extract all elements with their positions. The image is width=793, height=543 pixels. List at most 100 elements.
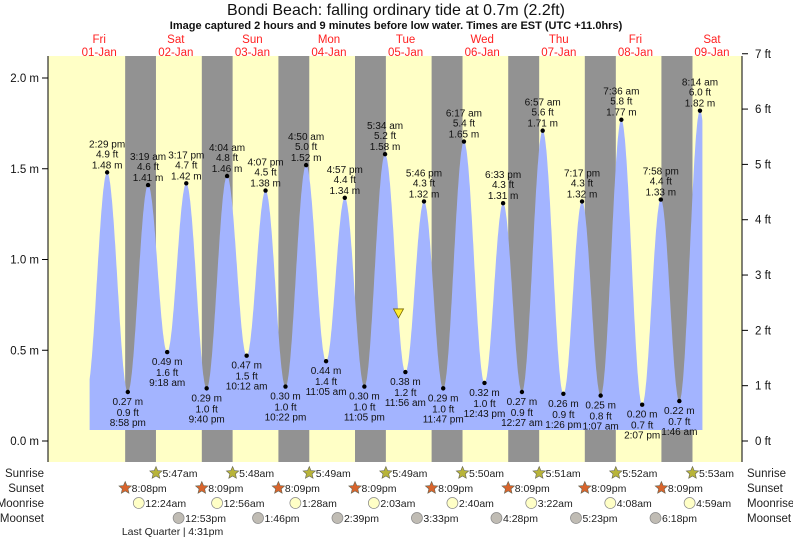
tide-m-label: 1.38 m bbox=[250, 179, 281, 190]
sunset-star-icon bbox=[348, 480, 362, 494]
low-tide-point bbox=[362, 384, 367, 389]
tide-time-label: 12:43 pm bbox=[464, 409, 506, 420]
tide-m-label: 0.38 m bbox=[390, 377, 421, 388]
right-tick-label: 0 ft bbox=[755, 436, 772, 448]
tide-ft-label: 0.7 ft bbox=[668, 417, 690, 428]
sunrise-star-icon bbox=[225, 465, 240, 479]
sunrise-time: 5:49am bbox=[316, 468, 351, 480]
tide-ft-label: 4.3 ft bbox=[413, 178, 435, 189]
tide-ft-label: 0.9 ft bbox=[552, 410, 574, 421]
low-tide-point bbox=[598, 393, 603, 398]
low-tide-point bbox=[561, 391, 566, 397]
moonset-row-label: Moonset bbox=[0, 513, 45, 525]
tide-time-label: 8:58 pm bbox=[110, 418, 146, 429]
high-tide-point bbox=[382, 152, 388, 157]
tide-time-label: 8:14 am bbox=[682, 78, 718, 89]
day-name-label: Fri bbox=[629, 34, 642, 46]
left-tick-label: 0.5 m bbox=[10, 345, 39, 357]
moonrise-icon bbox=[367, 497, 380, 509]
moonset-icon bbox=[331, 512, 344, 524]
tide-m-label: 0.27 m bbox=[507, 397, 538, 408]
tide-m-label: 1.33 m bbox=[646, 188, 677, 199]
tide-m-label: 1.58 m bbox=[370, 142, 401, 153]
low-tide-point bbox=[519, 389, 525, 395]
tide-m-label: 0.20 m bbox=[627, 410, 658, 421]
tide-ft-label: 4.3 ft bbox=[492, 180, 514, 191]
day-name-label: Tue bbox=[396, 34, 415, 46]
tide-ft-label: 4.8 ft bbox=[216, 153, 238, 164]
sunset-star-icon bbox=[577, 480, 592, 494]
day-labels: Fri01-JanSat02-JanSun03-JanMon04-JanTue0… bbox=[82, 34, 730, 59]
moonset-time: 4:28pm bbox=[503, 513, 538, 525]
moonrise-icon bbox=[525, 497, 538, 509]
low-tide-point bbox=[204, 386, 209, 391]
high-tide-point bbox=[224, 173, 230, 179]
sunrise-star-icon bbox=[685, 465, 700, 479]
sunset-time: 8:09pm bbox=[438, 483, 473, 495]
moonset-icon bbox=[172, 512, 185, 524]
tide-time-label: 6:57 am bbox=[525, 98, 561, 109]
moonset-time: 12:53pm bbox=[185, 513, 226, 525]
tide-ft-label: 1.4 ft bbox=[315, 377, 337, 388]
tide-m-label: 1.32 m bbox=[567, 189, 598, 200]
moonrise-icon bbox=[132, 497, 145, 509]
moonrise-time: 4:59am bbox=[696, 498, 731, 510]
moonrise-time: 1:28am bbox=[302, 498, 337, 510]
moonrise-row-label-right: Moonrise bbox=[747, 498, 793, 510]
moonrise-time: 12:24am bbox=[145, 498, 186, 510]
tide-ft-label: 1.0 ft bbox=[432, 404, 454, 415]
tide-m-label: 0.47 m bbox=[231, 361, 262, 372]
sunrise-time: 5:52am bbox=[622, 468, 657, 480]
high-tide-point bbox=[697, 108, 703, 113]
right-tick-label: 2 ft bbox=[755, 325, 772, 337]
sunset-time: 8:09pm bbox=[515, 483, 550, 495]
sunrise-time: 5:53am bbox=[699, 468, 734, 480]
sunset-time: 8:08pm bbox=[132, 483, 167, 495]
tide-ft-label: 5.8 ft bbox=[610, 97, 632, 108]
tide-ft-label: 0.8 ft bbox=[590, 412, 612, 423]
tide-time-label: 11:05 am bbox=[306, 387, 347, 398]
tide-ft-label: 4.4 ft bbox=[334, 175, 356, 186]
left-tick-label: 1.5 m bbox=[10, 164, 39, 176]
tide-m-label: 1.82 m bbox=[685, 99, 716, 110]
moonset-icon bbox=[570, 512, 582, 524]
moonrise-icon bbox=[446, 497, 459, 509]
moonrise-time: 12:56am bbox=[224, 498, 265, 510]
moonrise-icon bbox=[604, 497, 617, 509]
chart-title: Bondi Beach: falling ordinary tide at 0.… bbox=[227, 2, 565, 19]
sunset-star-icon bbox=[194, 480, 209, 494]
tide-m-label: 1.71 m bbox=[527, 119, 558, 130]
current-level-marker bbox=[392, 308, 405, 319]
tide-ft-label: 4.4 ft bbox=[650, 177, 672, 188]
tide-m-label: 0.30 m bbox=[270, 392, 301, 403]
sunset-star-icon bbox=[501, 480, 516, 494]
tide-ft-label: 0.9 ft bbox=[117, 408, 139, 419]
sun-moon-rows: Sunrise Sunrise 5:47am 5:48am 5:49am 5:49am 5:… bbox=[0, 465, 793, 538]
day-name-label: Sun bbox=[242, 34, 262, 46]
tide-ft-label: 5.0 ft bbox=[295, 142, 317, 153]
high-tide-point bbox=[184, 181, 189, 186]
right-tick-label: 6 ft bbox=[755, 104, 772, 116]
tide-ft-label: 1.0 ft bbox=[473, 399, 495, 410]
moon-phase-separator: | bbox=[183, 526, 186, 538]
tide-time-label: 7:17 pm bbox=[564, 168, 600, 179]
moonset-icon bbox=[490, 512, 503, 524]
high-tide-point bbox=[658, 197, 664, 202]
tide-m-label: 1.52 m bbox=[291, 153, 322, 164]
high-tide-point bbox=[540, 128, 545, 133]
tide-time-label: 9:18 am bbox=[149, 378, 185, 389]
day-name-label: Mon bbox=[318, 34, 340, 46]
low-tide-point bbox=[283, 384, 288, 389]
day-name-label: Wed bbox=[470, 34, 493, 46]
tide-ft-label: 4.9 ft bbox=[96, 149, 118, 160]
moonrise-icon bbox=[211, 497, 223, 509]
tide-ft-label: 0.7 ft bbox=[631, 421, 653, 432]
moonrise-icon bbox=[289, 497, 302, 509]
high-tide-point bbox=[579, 199, 585, 204]
tide-m-label: 1.46 m bbox=[212, 164, 243, 175]
sunrise-star-icon bbox=[455, 465, 470, 479]
high-tide-point bbox=[421, 199, 427, 204]
low-tide-point bbox=[323, 358, 329, 364]
day-name-label: Sat bbox=[167, 34, 185, 46]
